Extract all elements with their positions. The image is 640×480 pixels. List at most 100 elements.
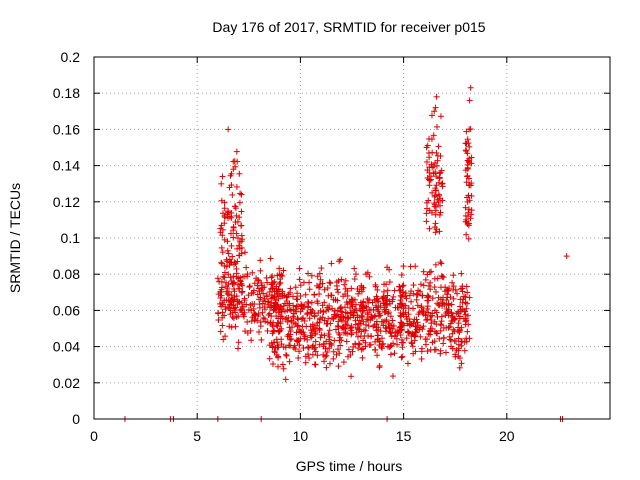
data-point — [439, 273, 446, 280]
data-point — [425, 282, 432, 289]
data-point — [263, 274, 270, 281]
data-point — [225, 126, 232, 133]
data-point — [320, 343, 327, 350]
data-point — [270, 279, 277, 286]
data-point — [312, 338, 319, 345]
data-point — [398, 271, 405, 278]
data-point — [403, 295, 410, 302]
data-point — [467, 215, 474, 222]
data-point — [215, 317, 222, 324]
data-point — [221, 214, 228, 221]
data-point — [390, 293, 397, 300]
axes: 0 5 10 15 20 0 0.02 0.04 0.06 0.08 0.1 0.12 0.14 0.16… — [53, 49, 610, 444]
data-point — [456, 313, 463, 320]
data-point — [436, 335, 443, 342]
data-point — [389, 326, 396, 333]
data-point — [462, 308, 469, 315]
data-point — [431, 307, 438, 314]
data-point — [319, 280, 326, 287]
data-point — [466, 97, 473, 104]
data-point — [384, 292, 391, 299]
data-point — [433, 226, 440, 233]
data-point — [284, 318, 291, 325]
data-point — [277, 320, 284, 327]
data-point — [413, 291, 420, 298]
data-point — [422, 311, 429, 318]
data-point — [276, 265, 283, 272]
data-point — [423, 210, 430, 217]
data-point — [270, 319, 277, 326]
data-point — [462, 147, 469, 154]
data-point — [450, 272, 457, 279]
data-point — [437, 113, 444, 120]
data-point — [354, 312, 361, 319]
data-point — [349, 348, 356, 355]
y-tick-label: 0.12 — [53, 194, 80, 210]
data-point — [290, 302, 297, 309]
data-point — [352, 341, 359, 348]
data-point — [225, 281, 232, 288]
data-point — [364, 295, 371, 302]
data-point — [440, 340, 447, 347]
data-point — [406, 315, 413, 322]
data-point — [447, 294, 454, 301]
data-point — [432, 104, 439, 111]
data-point — [464, 198, 471, 205]
data-point — [427, 286, 434, 293]
data-point — [397, 319, 404, 326]
data-point — [398, 301, 405, 308]
data-point — [426, 154, 433, 161]
data-point — [335, 346, 342, 353]
data-point — [324, 285, 331, 292]
data-point — [435, 294, 442, 301]
data-point — [426, 182, 433, 189]
data-point — [300, 279, 307, 286]
data-point — [343, 299, 350, 306]
data-point — [433, 93, 440, 100]
data-point — [328, 260, 335, 267]
data-point — [340, 329, 347, 336]
data-point — [465, 235, 472, 242]
data-point — [397, 312, 404, 319]
data-point — [335, 323, 342, 330]
data-point — [269, 360, 276, 367]
data-point — [280, 267, 287, 274]
data-point — [362, 321, 369, 328]
data-point — [410, 350, 417, 357]
data-point — [248, 318, 255, 325]
data-point — [455, 347, 462, 354]
data-point — [428, 317, 435, 324]
data-point — [255, 328, 262, 335]
data-point — [305, 351, 312, 358]
data-point — [432, 261, 439, 268]
data-point — [384, 343, 391, 350]
data-point — [302, 359, 309, 366]
data-point — [321, 358, 328, 365]
y-tick-label: 0.04 — [53, 339, 80, 355]
data-point — [434, 157, 441, 164]
data-point — [333, 282, 340, 289]
data-point — [459, 338, 466, 345]
data-point — [262, 318, 269, 325]
data-point — [287, 331, 294, 338]
data-point — [287, 285, 294, 292]
data-point — [269, 344, 276, 351]
data-point — [238, 208, 245, 215]
data-point — [380, 340, 387, 347]
data-point — [388, 322, 395, 329]
data-point — [239, 282, 246, 289]
data-point — [424, 305, 431, 312]
data-point — [326, 327, 333, 334]
data-point — [416, 326, 423, 333]
data-point — [296, 328, 303, 335]
data-point — [237, 222, 244, 229]
data-point — [341, 304, 348, 311]
data-point — [232, 163, 239, 170]
data-point — [237, 274, 244, 281]
data-point — [462, 294, 469, 301]
data-point — [227, 230, 234, 237]
data-point — [379, 295, 386, 302]
data-point — [217, 288, 224, 295]
data-point — [445, 324, 452, 331]
data-point — [358, 286, 365, 293]
